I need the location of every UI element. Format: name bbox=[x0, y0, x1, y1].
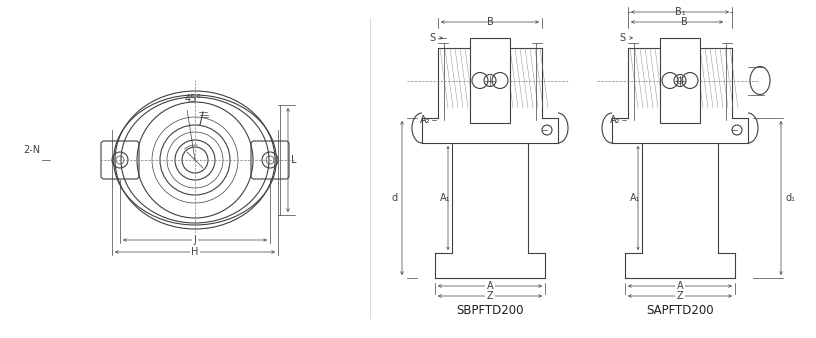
Text: SAPFTD200: SAPFTD200 bbox=[646, 304, 714, 316]
Text: L: L bbox=[291, 155, 296, 165]
Text: 45°: 45° bbox=[184, 94, 202, 104]
Text: 2-N: 2-N bbox=[24, 145, 41, 155]
Text: Z: Z bbox=[676, 291, 683, 301]
Text: S: S bbox=[430, 33, 436, 43]
Text: d: d bbox=[392, 193, 398, 203]
Text: d₁: d₁ bbox=[785, 193, 795, 203]
Text: S: S bbox=[620, 33, 626, 43]
Text: A₂: A₂ bbox=[610, 115, 620, 125]
Text: B: B bbox=[681, 17, 687, 27]
Text: A: A bbox=[676, 281, 683, 291]
Bar bbox=[470, 38, 510, 123]
Text: J: J bbox=[193, 235, 197, 245]
Text: A₁: A₁ bbox=[440, 193, 450, 203]
Text: A: A bbox=[486, 281, 494, 291]
Text: A₁: A₁ bbox=[629, 193, 640, 203]
Text: H: H bbox=[191, 247, 198, 257]
Bar bbox=[660, 38, 700, 123]
Text: B₁: B₁ bbox=[675, 7, 685, 17]
Text: A₂: A₂ bbox=[419, 115, 430, 125]
Text: B: B bbox=[486, 17, 494, 27]
Text: Z: Z bbox=[486, 291, 494, 301]
Text: SBPFTD200: SBPFTD200 bbox=[456, 304, 524, 316]
